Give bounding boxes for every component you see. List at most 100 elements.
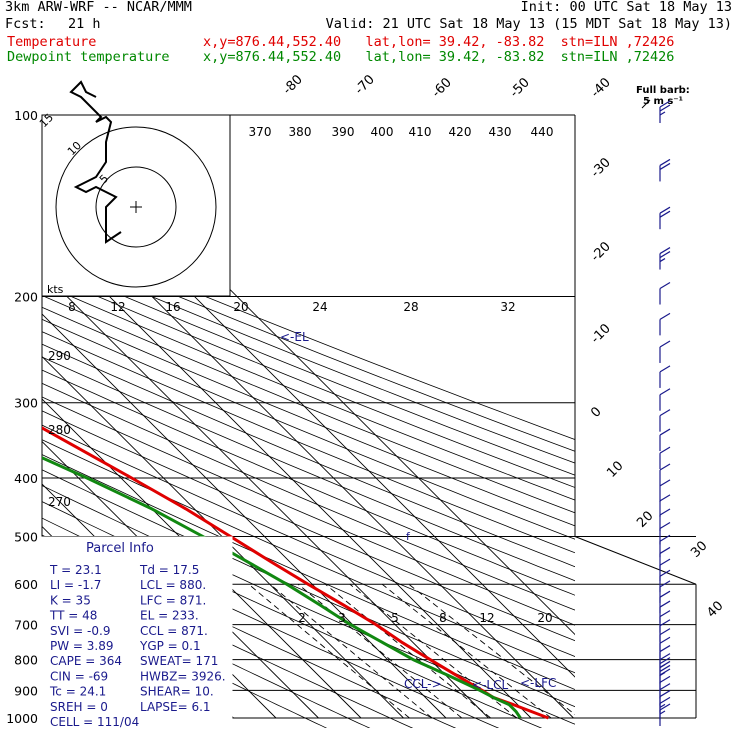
parcel-info-panel: Parcel Info T = 23.1 Td = 17.5 LI = -1.7 LCL…: [41, 536, 233, 729]
parcel-row-right: LCL = 880.: [140, 578, 206, 592]
parcel-row-right: LFC = 871.: [140, 593, 206, 607]
wind-barb-flag: [659, 696, 671, 704]
wind-barb-flag: [659, 508, 671, 516]
parcel-panel-background: [41, 536, 233, 729]
wind-barb-flag: [659, 690, 671, 698]
isotherm-tick-label: -20: [588, 239, 614, 265]
parcel-row-left: Tc = 24.1: [49, 685, 106, 699]
parcel-row-right: SHEAR= 10.: [140, 685, 214, 699]
wind-barb-half-flag: [659, 258, 666, 263]
barb-legend-icon: [641, 99, 651, 109]
wind-barb-half-flag: [659, 703, 666, 708]
pressure-tick-label: 900: [14, 683, 38, 698]
wind-barb-flag: [659, 409, 671, 417]
wind-barb-flag: [659, 162, 671, 170]
mixing-ratio-tick-label: 12: [479, 611, 494, 625]
mixing-ratio-line: [248, 583, 410, 719]
forecast-hour: 21 h: [68, 16, 101, 32]
dry-adiabat-line: [42, 272, 575, 488]
parcel-row-left: CELL = 111/04: [50, 715, 139, 729]
parcel-row-left: TT = 48: [49, 609, 97, 623]
wind-barb-flag: [659, 610, 671, 618]
pressure-tick-label: 400: [14, 471, 38, 486]
isotherm-tick-label: 0: [588, 404, 604, 420]
parcel-panel-title: Parcel Info: [86, 541, 154, 556]
barb-legend-title: Full barb:: [636, 85, 690, 96]
hodograph-speed-label: 24: [312, 300, 327, 314]
isotherm-tick-label: 10: [604, 459, 626, 481]
dry-adiabat-line: [42, 369, 575, 596]
isotherm-tick-label: -70: [352, 72, 378, 98]
dry-adiabat-line: [42, 396, 575, 626]
dry-adiabat-line: [42, 343, 575, 568]
theta-tick-label: 390: [332, 125, 355, 139]
dry-adiabat-line: [42, 260, 575, 476]
theta-tick-label: 380: [289, 125, 312, 139]
wind-barb-flag: [659, 600, 671, 608]
wind-barb-flag: [659, 251, 671, 259]
dry-adiabat-line: [42, 283, 575, 501]
hodograph-origin-icon: [130, 201, 142, 213]
dry-adiabat-line: [42, 410, 575, 642]
hodograph-speed-label: 8: [68, 300, 76, 314]
wind-barb-flag: [659, 479, 671, 487]
parcel-row-left: CIN = -69: [50, 669, 108, 683]
wind-barb-flag: [659, 534, 671, 542]
isotherm-line: [42, 270, 489, 719]
theta-tick-label: 370: [249, 125, 272, 139]
theta-tick-label: 280: [48, 423, 71, 437]
dry-adiabat-line: [42, 331, 575, 554]
isotherm-tick-label: 20: [634, 509, 656, 531]
init-time: Init: 00 UTC Sat 18 May 13: [520, 0, 732, 15]
wind-barb-flag: [659, 675, 671, 683]
hodograph-speed-label: 12: [110, 300, 125, 314]
isotherm-line: [42, 355, 404, 719]
parcel-row-left: SVI = -0.9: [50, 624, 110, 638]
parcel-row-right: LAPSE= 6.1: [140, 700, 211, 714]
wind-barb-flag: [659, 636, 671, 644]
hodograph-unit-label: kts: [47, 283, 64, 296]
mixing-ratio-tick-label: 8: [439, 611, 447, 625]
ccl-marker-label: CCL->: [404, 677, 442, 691]
hodograph-speed-label: 16: [165, 300, 180, 314]
temperature-location: x,y=876.44,552.40 lat,lon= 39.42, -83.82…: [203, 34, 675, 50]
isotherm-tick-label: -50: [507, 75, 533, 101]
hodograph-ring: [95, 166, 177, 248]
wind-barb-flag: [659, 100, 671, 108]
wind-barb-flag: [659, 104, 671, 112]
parcel-row-right: YGP = 0.1: [139, 639, 201, 653]
hodograph-trace: [69, 80, 122, 244]
isotherm-line: [42, 398, 362, 719]
wind-barb-flag: [659, 494, 671, 502]
hodograph-speed-label: 20: [233, 300, 248, 314]
dry-adiabat-line: [42, 588, 328, 728]
parcel-row-left: T = 23.1: [49, 563, 102, 577]
theta-tick-label: 400: [371, 125, 394, 139]
mixing-ratio-tick-label: 2: [298, 611, 306, 625]
wind-barb-flag: [659, 546, 671, 554]
mixing-ratio-line: [297, 583, 463, 719]
el-marker-label: <-EL: [280, 330, 309, 344]
wind-barb-flag: [659, 365, 671, 373]
wind-barb-flag: [659, 580, 671, 588]
dry-adiabat-line: [42, 382, 575, 611]
plot-right-border: [574, 536, 697, 585]
model-title: 3km ARW-WRF -- NCAR/MMM: [5, 0, 192, 15]
parcel-row-right: EL = 233.: [140, 609, 199, 623]
parcel-row-left: LI = -1.7: [50, 578, 101, 592]
wind-barb-flag: [659, 463, 671, 471]
wind-barb-flag: [659, 428, 671, 436]
wind-barb-flag: [659, 282, 671, 290]
mixing-ratio-tick-label: 3: [338, 611, 346, 625]
wind-barb-flag: [659, 158, 671, 166]
wind-barb-half-flag: [659, 671, 666, 676]
isotherm-tick-label: -30: [588, 155, 614, 181]
wind-barb-flag: [659, 569, 671, 577]
theta-tick-label: 430: [489, 125, 512, 139]
wind-barb-flag: [659, 388, 671, 396]
wind-barb-flag: [659, 247, 671, 255]
hodograph-ring: [55, 126, 217, 288]
isotherm-tick-label: 30: [688, 539, 710, 561]
